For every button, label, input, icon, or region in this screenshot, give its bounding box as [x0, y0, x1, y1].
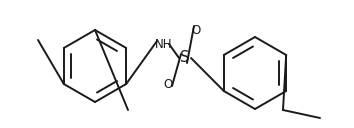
Text: S: S — [180, 51, 190, 66]
Text: O: O — [192, 24, 201, 36]
Text: O: O — [164, 77, 173, 90]
Text: NH: NH — [155, 38, 172, 51]
